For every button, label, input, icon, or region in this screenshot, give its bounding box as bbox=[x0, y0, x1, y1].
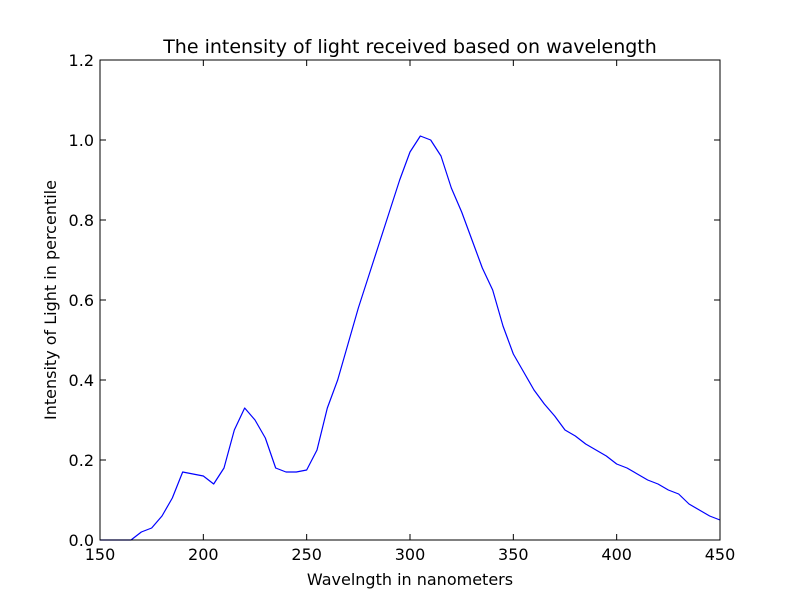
y-tick-label: 1.2 bbox=[69, 51, 94, 70]
plot-area: 150 200 250 300 350 400 450 0.0 0.2 0.4 0.6 0.8 1.0 1… bbox=[69, 51, 736, 564]
x-tick-label: 450 bbox=[705, 545, 736, 564]
y-tick-label: 1.0 bbox=[69, 131, 94, 150]
x-tick-label: 250 bbox=[291, 545, 322, 564]
y-tick-label: 0.0 bbox=[69, 531, 94, 550]
y-tick-label: 0.8 bbox=[69, 211, 94, 230]
x-tick-label: 350 bbox=[498, 545, 529, 564]
x-axis-label: Wavelngth in nanometers bbox=[307, 570, 513, 589]
y-tick-label: 0.6 bbox=[69, 291, 94, 310]
y-tick-label: 0.2 bbox=[69, 451, 94, 470]
y-tick-label: 0.4 bbox=[69, 371, 94, 390]
x-tick-label: 300 bbox=[395, 545, 426, 564]
series-line bbox=[100, 135, 721, 541]
chart-title: The intensity of light received based on… bbox=[162, 36, 657, 58]
y-axis-label: Intensity of Light in percentile bbox=[41, 180, 60, 420]
x-tick-label: 200 bbox=[188, 545, 219, 564]
x-tick-label: 150 bbox=[85, 545, 116, 564]
x-tick-label: 400 bbox=[601, 545, 632, 564]
